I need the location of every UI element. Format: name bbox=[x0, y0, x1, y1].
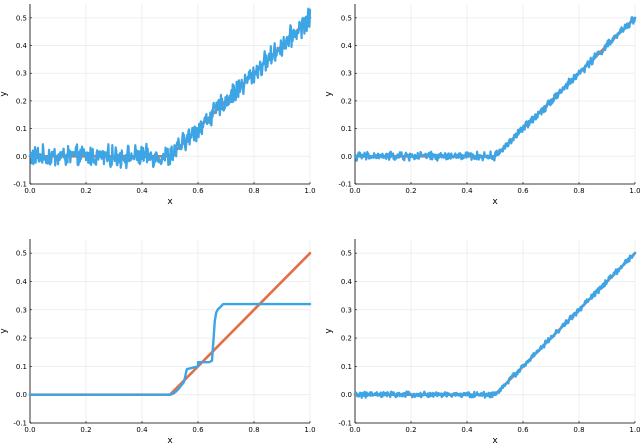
estimate-series-line bbox=[353, 16, 637, 162]
x-tick-label: 0.2 bbox=[80, 426, 91, 434]
x-tick-label: 1.0 bbox=[629, 187, 640, 195]
reference-series-line bbox=[353, 16, 637, 158]
y-tick-label: 0.5 bbox=[341, 250, 352, 258]
y-tick-label: -0.1 bbox=[13, 420, 27, 428]
chart-panel-2: 0.0 0.2 0.4 0.6 0.8 1.0-0.10.00.10.20.30.40.5… bbox=[324, 4, 640, 207]
y-axis-label: y bbox=[0, 91, 9, 97]
chart-panel-3: 0.0 0.2 0.4 0.6 0.8 1.0-0.10.00.10.20.30.40.5… bbox=[0, 239, 316, 443]
y-tick-label: 0.3 bbox=[341, 306, 352, 314]
y-tick-label: 0.5 bbox=[16, 250, 27, 258]
y-tick-label: 0.1 bbox=[341, 125, 352, 133]
x-tick-label: 0.2 bbox=[80, 187, 91, 195]
estimate-series-line bbox=[28, 7, 312, 170]
reference-series-line bbox=[28, 16, 312, 158]
x-tick-label: 0.6 bbox=[517, 187, 529, 195]
reference-series-line bbox=[353, 251, 637, 396]
y-tick-label: -0.1 bbox=[338, 420, 352, 428]
y-tick-label: 0.3 bbox=[16, 306, 27, 314]
x-tick-label: 0.6 bbox=[192, 187, 204, 195]
y-tick-label: 0.4 bbox=[341, 278, 353, 286]
x-tick-label: 1.0 bbox=[304, 187, 315, 195]
x-tick-label: 0.0 bbox=[349, 426, 360, 434]
y-tick-label: 0.0 bbox=[341, 153, 352, 161]
x-tick-label: 0.2 bbox=[405, 426, 416, 434]
x-axis-label: x bbox=[492, 197, 498, 207]
chart-panel-1: 0.0 0.2 0.4 0.6 0.8 1.0-0.10.00.10.20.30.40.5… bbox=[0, 4, 316, 207]
y-tick-label: 0.3 bbox=[16, 70, 27, 78]
x-axis-label: x bbox=[167, 197, 173, 207]
chart-panel-4: 0.0 0.2 0.4 0.6 0.8 1.0-0.10.00.10.20.30.40.5… bbox=[324, 239, 640, 443]
x-tick-label: 1.0 bbox=[629, 426, 640, 434]
y-axis-label: y bbox=[0, 328, 9, 334]
y-tick-label: 0.2 bbox=[16, 97, 27, 105]
y-tick-label: 0.3 bbox=[341, 70, 352, 78]
y-tick-label: -0.1 bbox=[13, 181, 27, 189]
y-tick-label: 0.4 bbox=[341, 42, 353, 50]
y-axis-label: y bbox=[324, 328, 334, 334]
estimate-series-line bbox=[28, 302, 312, 396]
x-tick-label: 0.8 bbox=[573, 187, 584, 195]
y-axis-label: y bbox=[324, 91, 334, 97]
x-tick-label: 0.0 bbox=[24, 187, 35, 195]
estimate-series-line bbox=[353, 251, 637, 399]
x-tick-label: 0.8 bbox=[248, 426, 259, 434]
y-tick-label: 0.2 bbox=[16, 335, 27, 343]
y-tick-label: 0.5 bbox=[16, 14, 27, 22]
x-tick-label: 0.4 bbox=[461, 187, 473, 195]
reference-series-line bbox=[28, 251, 312, 396]
x-tick-label: 0.4 bbox=[136, 426, 148, 434]
x-tick-label: 0.0 bbox=[349, 187, 360, 195]
x-axis-label: x bbox=[167, 436, 173, 443]
y-tick-label: 0.5 bbox=[341, 14, 352, 22]
y-tick-label: 0.0 bbox=[16, 391, 27, 399]
x-axis-label: x bbox=[492, 436, 498, 443]
y-tick-label: -0.1 bbox=[338, 181, 352, 189]
x-tick-label: 0.6 bbox=[517, 426, 529, 434]
x-tick-label: 0.6 bbox=[192, 426, 204, 434]
x-tick-label: 0.2 bbox=[405, 187, 416, 195]
x-tick-label: 1.0 bbox=[304, 426, 315, 434]
x-tick-label: 0.4 bbox=[461, 426, 473, 434]
y-tick-label: 0.2 bbox=[341, 335, 352, 343]
x-tick-label: 0.8 bbox=[248, 187, 259, 195]
y-tick-label: 0.1 bbox=[16, 363, 27, 371]
x-tick-label: 0.8 bbox=[573, 426, 584, 434]
y-tick-label: 0.4 bbox=[16, 278, 28, 286]
y-tick-label: 0.2 bbox=[341, 97, 352, 105]
x-tick-label: 0.0 bbox=[24, 426, 35, 434]
y-tick-label: 0.0 bbox=[341, 391, 352, 399]
y-tick-label: 0.1 bbox=[16, 125, 27, 133]
y-tick-label: 0.1 bbox=[341, 363, 352, 371]
y-tick-label: 0.4 bbox=[16, 42, 28, 50]
x-tick-label: 0.4 bbox=[136, 187, 148, 195]
y-tick-label: 0.0 bbox=[16, 153, 27, 161]
